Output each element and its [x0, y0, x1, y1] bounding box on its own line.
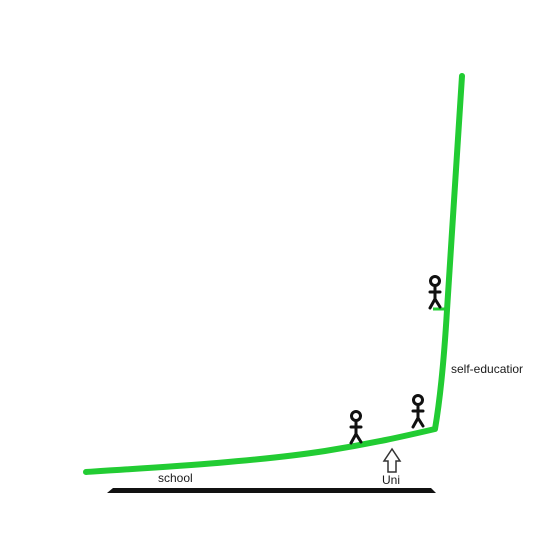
self-education-label: self-educatior [451, 362, 523, 376]
uni-label: Uni [382, 473, 400, 487]
stick-figure-2 [411, 394, 425, 429]
up-arrow-icon [382, 447, 402, 473]
growth-curve [83, 73, 465, 475]
ground-line [107, 488, 436, 493]
stick-figure-3 [428, 275, 442, 310]
stick-figure-1 [349, 410, 363, 445]
school-label: school [158, 471, 193, 485]
